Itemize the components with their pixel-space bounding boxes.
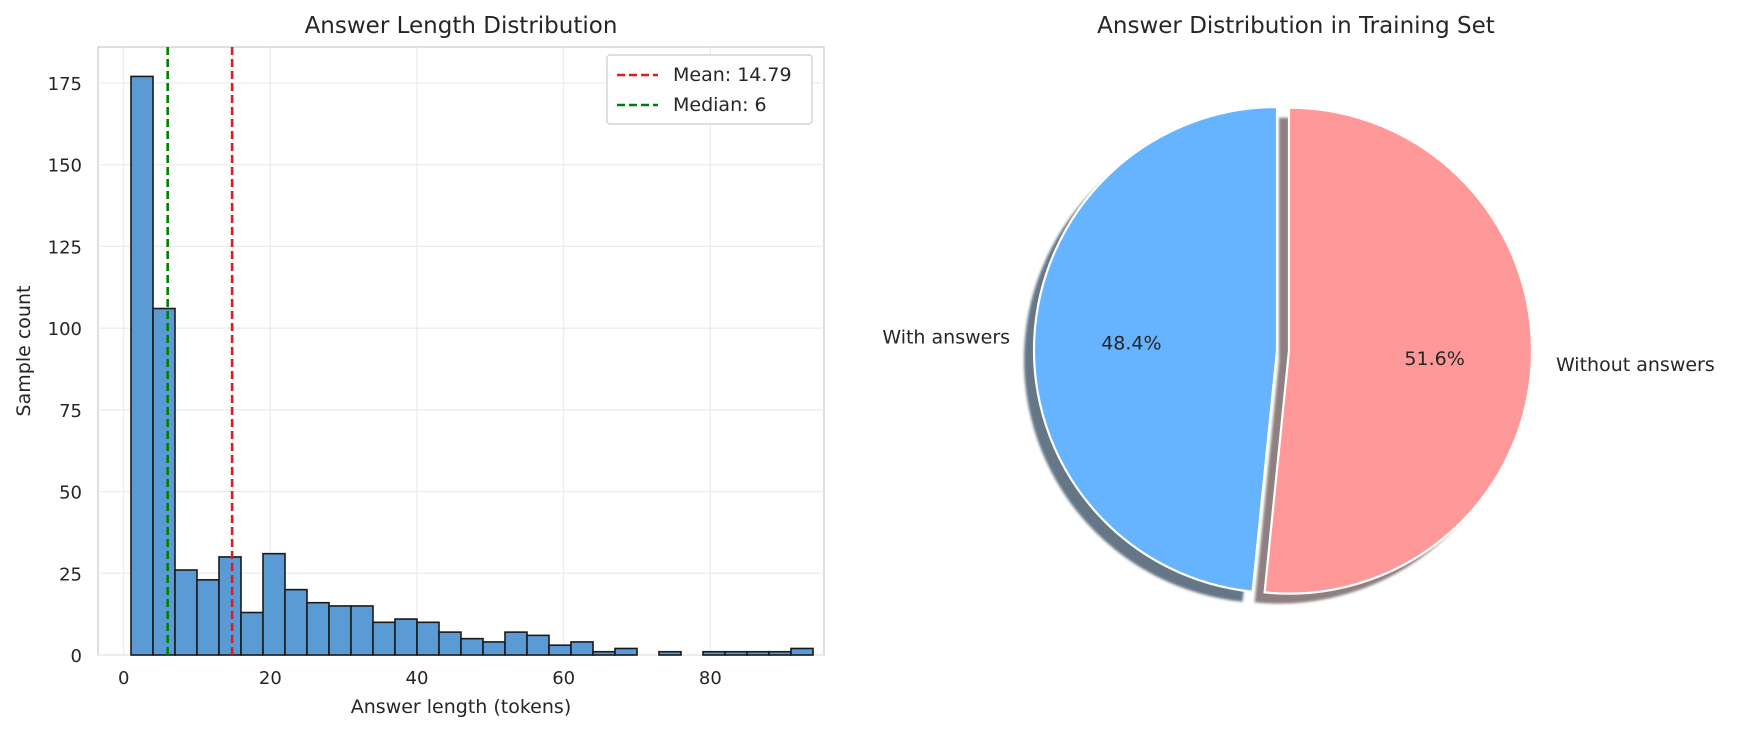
- histogram-bar: [724, 650, 748, 656]
- histogram-bar: [174, 569, 198, 656]
- x-tick-labels: 0 20 40 60 80: [118, 668, 722, 689]
- x-axis-label: Answer length (tokens): [351, 696, 571, 718]
- reference-lines: [166, 47, 234, 655]
- y-tick-label: 150: [48, 156, 82, 177]
- histogram-bar: [790, 647, 814, 656]
- histogram-bar: [196, 579, 220, 656]
- histogram-bar: [482, 641, 506, 656]
- pie-percent-label: 51.6%: [1404, 348, 1464, 370]
- histogram-panel: 0 20 40 60 80 0 25 50 75 100 125 150 175 Answer Len…: [13, 13, 825, 718]
- histogram-bar: [372, 621, 396, 656]
- histogram-bar: [570, 641, 594, 656]
- y-tick-label: 50: [59, 483, 82, 504]
- histogram-bar: [152, 307, 176, 656]
- histogram-bar: [328, 605, 352, 656]
- histogram-title: Answer Length Distribution: [305, 13, 618, 39]
- y-axis-label: Sample count: [13, 286, 35, 417]
- histogram-bars: [130, 75, 814, 656]
- histogram-bar: [768, 650, 792, 656]
- y-tick-labels: 0 25 50 75 100 125 150 175: [48, 74, 82, 667]
- histogram-bar: [504, 631, 528, 656]
- histogram-bar: [130, 75, 154, 656]
- pie-category-label: Without answers: [1556, 354, 1715, 376]
- x-tick-label: 0: [118, 668, 129, 689]
- pie-slice: [1263, 106, 1534, 595]
- histogram-bar: [614, 647, 638, 656]
- y-tick-label: 0: [71, 646, 82, 667]
- pie-slice: [1032, 105, 1279, 593]
- histogram-bar: [746, 650, 770, 656]
- x-tick-label: 60: [552, 668, 575, 689]
- y-tick-label: 75: [59, 401, 82, 422]
- y-tick-label: 100: [48, 319, 82, 340]
- histogram-bar: [416, 621, 440, 656]
- histogram-bar: [218, 556, 242, 656]
- histogram-bar: [702, 650, 726, 656]
- pie-slices: [1032, 105, 1534, 595]
- x-tick-label: 20: [259, 668, 282, 689]
- pie-category-label: With answers: [882, 327, 1010, 349]
- y-tick-label: 25: [59, 564, 82, 585]
- histogram-bar: [306, 601, 330, 656]
- histogram-bar: [438, 631, 462, 656]
- histogram-bar: [658, 650, 682, 656]
- pie-percent-label: 48.4%: [1101, 333, 1161, 355]
- histogram-plot-area: [97, 46, 825, 656]
- pie-panel: Answer Distribution in Training Set With…: [882, 13, 1715, 604]
- y-tick-label: 125: [48, 237, 82, 258]
- legend-mean-label: Mean: 14.79: [673, 64, 792, 86]
- histogram-bar: [240, 611, 264, 656]
- pie-labels: With answers 48.4% Without answers 51.6%: [882, 327, 1714, 376]
- histogram-bar: [394, 618, 418, 656]
- histogram-legend: Mean: 14.79 Median: 6: [606, 54, 813, 125]
- histogram-bar: [460, 637, 484, 656]
- x-tick-label: 40: [406, 668, 429, 689]
- histogram-bar: [284, 588, 308, 656]
- x-tick-label: 80: [699, 668, 722, 689]
- y-tick-label: 175: [48, 74, 82, 95]
- pie-title: Answer Distribution in Training Set: [1097, 13, 1495, 39]
- histogram-bar: [262, 552, 286, 656]
- histogram-bar: [592, 650, 616, 656]
- legend-box: [606, 54, 813, 125]
- histogram-bar: [548, 644, 572, 656]
- histogram-bar: [350, 605, 374, 656]
- legend-median-label: Median: 6: [673, 94, 767, 116]
- histogram-bar: [526, 634, 550, 656]
